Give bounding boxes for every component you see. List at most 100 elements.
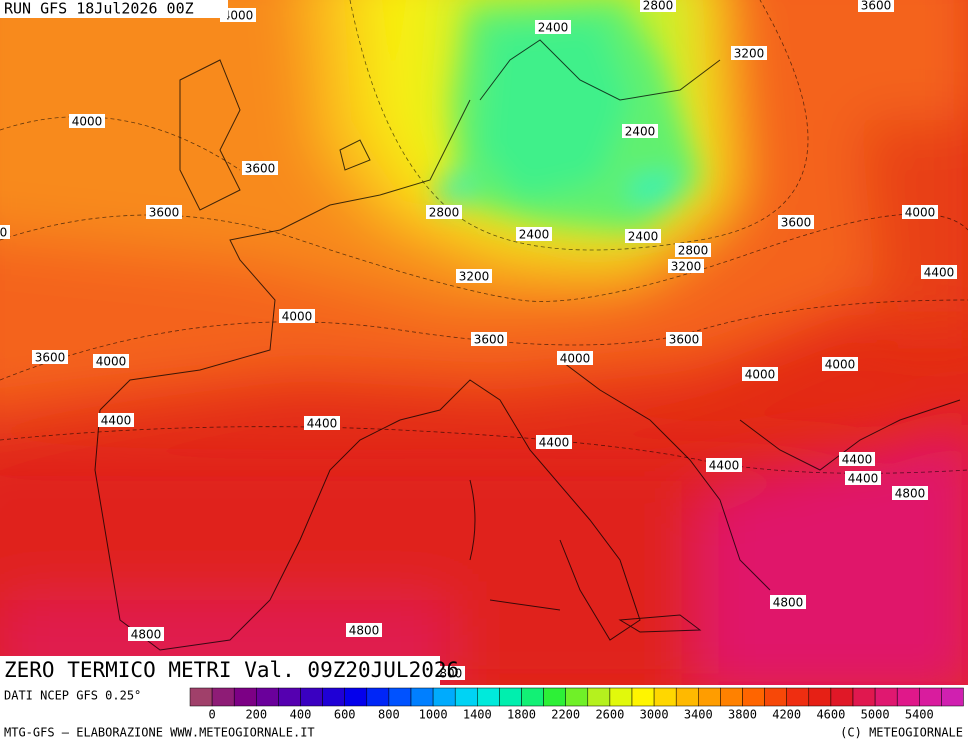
colorbar-swatch (609, 687, 633, 707)
colorbar-swatch (410, 687, 434, 707)
contour-label: 3200 (459, 270, 490, 284)
contour-label-box (902, 205, 938, 219)
contour-label: 2800 (429, 206, 460, 220)
colorbar-label: 4200 (772, 708, 801, 722)
colorbar-swatch (764, 687, 787, 707)
contour-label-box (304, 416, 340, 430)
contour-label-box (471, 332, 507, 346)
contour-label: 4000 (223, 9, 254, 23)
contour-label-box (516, 227, 552, 241)
colorbar-swatch (322, 687, 345, 707)
contour-label-box (845, 471, 881, 485)
colorbar-swatch (919, 687, 942, 707)
colorbar-label: 2200 (551, 708, 580, 722)
contour-label-box (778, 215, 814, 229)
colorbar-swatch (499, 687, 522, 707)
contour-label: 4800 (773, 596, 804, 610)
colorbar-swatch (521, 687, 544, 707)
source-label: DATI NCEP GFS 0.25° (4, 689, 141, 703)
contour-label-box (770, 595, 806, 609)
contour-label-box (98, 413, 134, 427)
contour-label: 4400 (848, 472, 879, 486)
colorbar-swatch (189, 687, 213, 707)
contour-label-box (536, 435, 572, 449)
colorbar-swatch (233, 687, 257, 707)
contour-label-box (822, 357, 858, 371)
colorbar-swatch (256, 687, 279, 707)
contour-label: 4400 (842, 453, 873, 467)
colorbar-swatch (587, 687, 611, 707)
contour-label: 3600 (781, 216, 812, 230)
colorbar-label: 1800 (507, 708, 536, 722)
map: 4000 2800 3600 2400 3200 4000 2400 3600 3600 2800… (0, 0, 968, 685)
colorbar-swatch (344, 687, 368, 707)
contour-label: 4800 (895, 487, 926, 501)
contour-label-box (456, 269, 492, 283)
credit-label: MTG-GFS — ELABORAZIONE WWW.METEOGIORNALE… (4, 726, 315, 740)
contour-label-box (128, 627, 164, 641)
contour-label: 3200 (734, 47, 765, 61)
contour-label: 3600 (861, 0, 892, 13)
colorbar-label: 800 (378, 708, 400, 722)
contour-label: 3600 (669, 333, 700, 347)
colorbar-swatch (454, 687, 478, 707)
contour-label-box (625, 229, 661, 243)
contour-label: 3600 (35, 351, 66, 365)
contour-label-box (858, 0, 894, 12)
colorbar-label: 600 (334, 708, 356, 722)
contour-label-box (0, 225, 10, 239)
contour-label: 2400 (625, 125, 656, 139)
contour-label-box (279, 309, 315, 323)
contour-label: 4800 (349, 624, 380, 638)
coastlines (94, 39, 961, 651)
run-label: RUN GFS 18Jul2026 00Z (4, 0, 194, 18)
colorbar-swatch (698, 687, 721, 707)
contour-label-box (535, 20, 571, 34)
colorbar-swatch (742, 687, 765, 707)
contour-label-box (666, 332, 702, 346)
colorbar-label: 5000 (861, 708, 890, 722)
contour-label: 4400 (924, 266, 955, 280)
map-title: ZERO TERMICO METRI Val. 09Z20JUL2026 (4, 658, 459, 682)
contour-label: 4000 (96, 355, 127, 369)
colorbar-swatch (388, 687, 412, 707)
contour-label-box (731, 46, 767, 60)
colorbar-swatch (300, 687, 323, 707)
contour-label: 4400 (307, 417, 338, 431)
contour-label: 4000 (282, 310, 313, 324)
contour-label-box (346, 623, 382, 637)
contour-label-box (242, 161, 278, 175)
colorbar-label: 0 (208, 708, 215, 722)
colorbar-swatch (830, 687, 854, 707)
colorbar-swatch (653, 687, 677, 707)
contour-label: 4000 (560, 352, 591, 366)
contour-label-box (839, 452, 875, 466)
contour-label: 4000 (825, 358, 856, 372)
colorbar-swatch (852, 687, 876, 707)
contour-label: 4400 (101, 414, 132, 428)
contour-label-box (557, 351, 593, 365)
colorbar-swatch (631, 687, 655, 707)
contour-label: 3600 (0, 226, 7, 240)
colorbar-swatch (720, 687, 743, 707)
contour-label: 3600 (245, 162, 276, 176)
colorbar-label: 400 (290, 708, 312, 722)
contour-label-box (706, 458, 742, 472)
contour-label-box (220, 8, 256, 22)
colorbar-label: 1000 (419, 708, 448, 722)
contour-label-box (93, 354, 129, 368)
contour-label: 2400 (628, 230, 659, 244)
colorbar-label: 4600 (816, 708, 845, 722)
contour-label-box (426, 205, 462, 219)
colorbar-swatch (675, 687, 699, 707)
colorbar-swatch (432, 687, 456, 707)
colorbar-label: 2600 (595, 708, 624, 722)
colorbar-swatch (477, 687, 500, 707)
colorbar-swatch (543, 687, 566, 707)
contour-label-box (69, 114, 105, 128)
run-box (0, 0, 228, 18)
colorbar-swatch (896, 687, 920, 707)
contour-label: 4000 (905, 206, 936, 220)
